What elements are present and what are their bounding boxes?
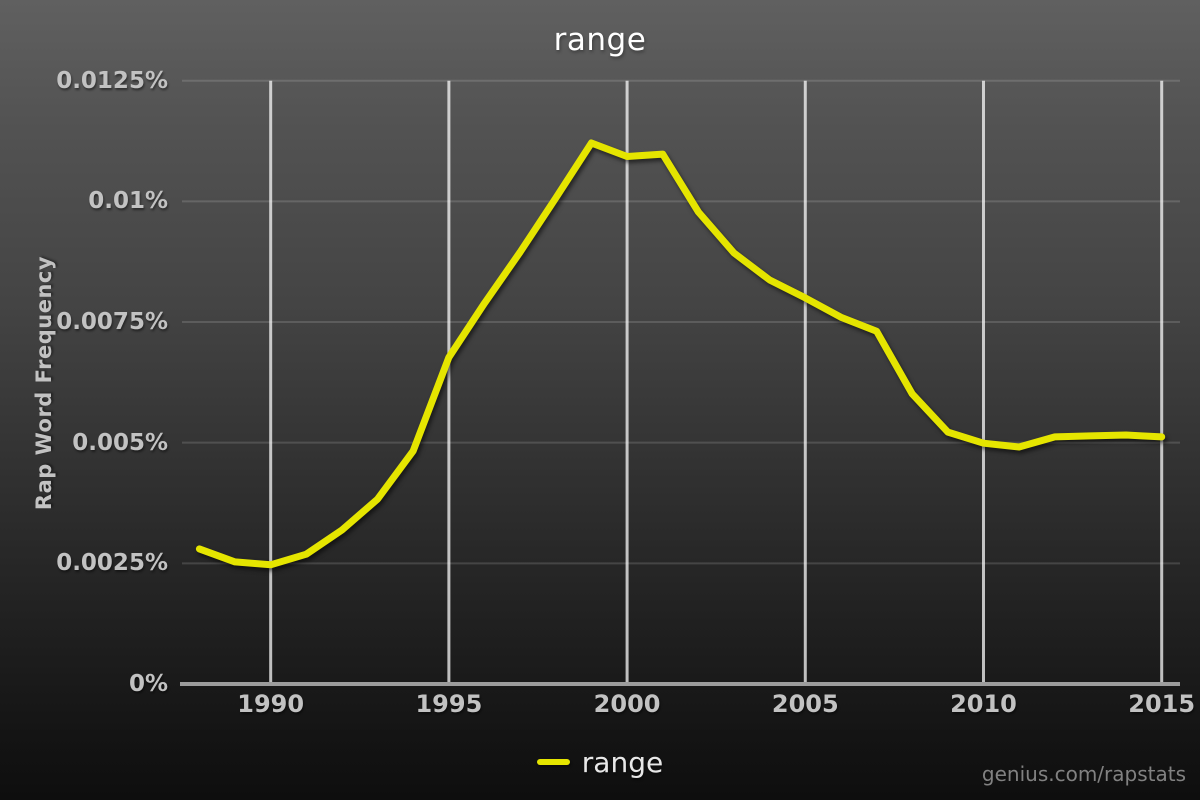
legend-swatch — [536, 759, 570, 765]
x-tick-label: 2010 — [950, 690, 1017, 718]
x-tick-label: 2000 — [593, 690, 661, 718]
y-tick-label: 0% — [128, 671, 168, 697]
y-tick-label: 0.005% — [72, 429, 168, 456]
legend-label: range — [581, 745, 664, 779]
y-tick-label: 0.0025% — [56, 550, 168, 577]
y-tick-label: 0.0125% — [56, 67, 168, 94]
x-tick-label: 1995 — [415, 690, 483, 718]
y-tick-label: 0.01% — [88, 188, 168, 215]
x-tick-label: 2015 — [1128, 690, 1196, 718]
horizontal-gridlines — [182, 79, 1180, 565]
x-tick-label: 2005 — [771, 690, 839, 718]
watermark: genius.com/rapstats — [981, 762, 1186, 786]
legend: range — [0, 744, 1200, 780]
x-tick-label: 1990 — [237, 690, 305, 718]
y-tick-label: 0.0075% — [56, 309, 168, 336]
series-line-range — [195, 139, 1166, 569]
vertical-gridlines — [269, 80, 1164, 684]
chart-title: range — [553, 22, 647, 58]
